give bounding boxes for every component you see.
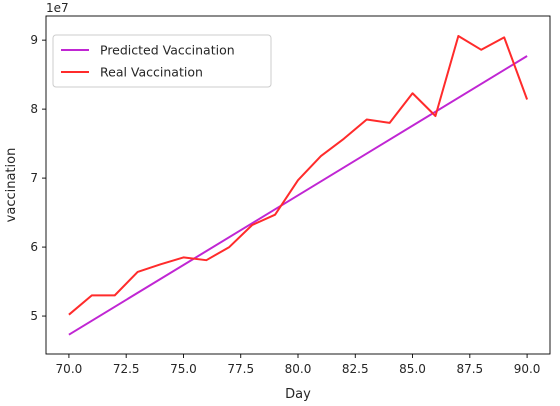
x-axis-label: Day (285, 387, 311, 402)
x-tick-label: 85.0 (399, 362, 426, 376)
y-offset-label: 1e7 (46, 1, 69, 15)
legend: Predicted Vaccination Real Vaccination (52, 34, 272, 88)
y-tick-label: 8 (30, 102, 38, 116)
y-tick-label: 7 (30, 171, 38, 185)
x-tick-label: 82.5 (342, 362, 369, 376)
y-tick-label: 6 (30, 240, 38, 254)
y-tick-label: 5 (30, 309, 38, 323)
series-line-predicted (68, 55, 528, 336)
y-axis-ticks: 5 6 7 8 9 (30, 33, 46, 323)
y-tick-label: 9 (30, 33, 38, 47)
y-axis-label: vaccination (4, 148, 19, 223)
legend-label-predicted: Predicted Vaccination (100, 43, 235, 58)
x-axis-ticks: 70.0 72.5 75.0 77.5 80.0 82.5 85.0 87.5 90.0 (56, 354, 541, 376)
x-tick-label: 77.5 (227, 362, 254, 376)
x-tick-label: 87.5 (456, 362, 483, 376)
x-tick-label: 80.0 (285, 362, 312, 376)
x-tick-label: 72.5 (113, 362, 140, 376)
legend-label-real: Real Vaccination (100, 65, 203, 80)
series-line-real (68, 35, 529, 316)
legend-box (52, 34, 272, 88)
series-layer (68, 35, 529, 336)
x-tick-label: 75.0 (170, 362, 197, 376)
x-tick-label: 90.0 (514, 362, 541, 376)
x-tick-label: 70.0 (56, 362, 83, 376)
